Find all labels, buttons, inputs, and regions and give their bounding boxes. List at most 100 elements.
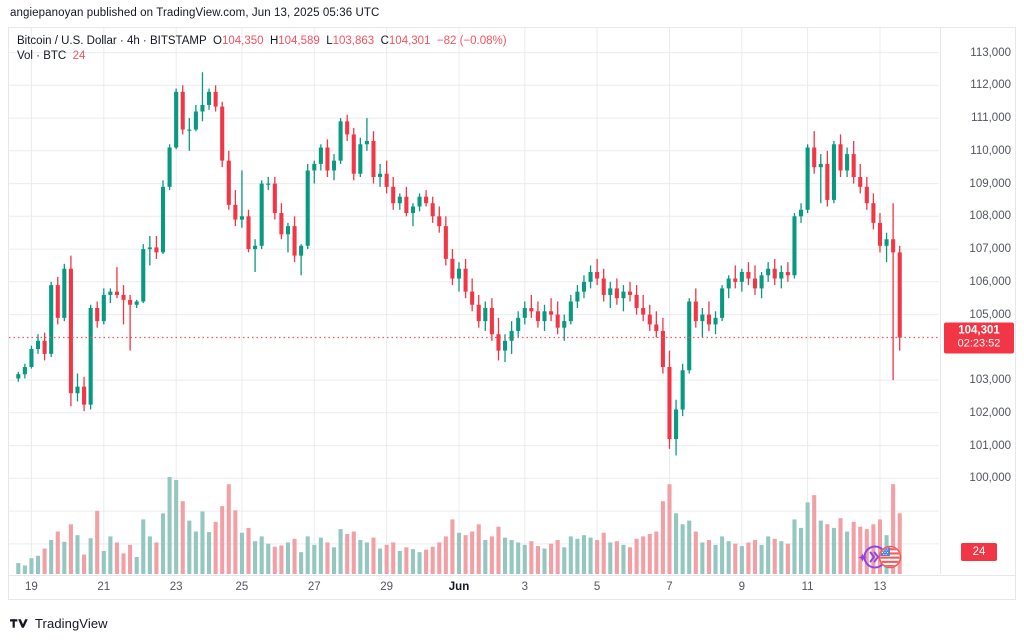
gridlines bbox=[9, 52, 939, 545]
candle-body bbox=[805, 147, 810, 210]
volume-bar bbox=[845, 531, 850, 574]
volume-bar bbox=[516, 542, 521, 574]
volume-bar bbox=[417, 552, 422, 574]
volume-bar bbox=[371, 537, 376, 574]
candle-body bbox=[706, 314, 711, 325]
time-tick-label: 27 bbox=[307, 581, 321, 593]
volume-bar bbox=[213, 521, 218, 574]
volume-bar bbox=[226, 484, 231, 574]
candle-body bbox=[174, 91, 179, 148]
volume-bars bbox=[16, 476, 902, 574]
volume-bar bbox=[601, 532, 606, 574]
volume-bar bbox=[364, 542, 369, 574]
candle-body bbox=[884, 239, 889, 246]
candle-body bbox=[114, 291, 119, 295]
candle-body bbox=[134, 301, 139, 305]
time-tick-label: 13 bbox=[873, 581, 887, 593]
volume-bar bbox=[266, 543, 271, 574]
volume-bar bbox=[726, 541, 731, 574]
volume-bar bbox=[430, 546, 435, 574]
candle-body bbox=[22, 366, 27, 375]
candle-body bbox=[312, 163, 317, 171]
candle-body bbox=[713, 317, 718, 325]
candle-body bbox=[443, 226, 448, 259]
candle-body bbox=[897, 252, 902, 338]
volume-bar bbox=[535, 546, 540, 574]
candle-body bbox=[266, 183, 271, 185]
chart-plot-area[interactable] bbox=[9, 28, 939, 574]
volume-bar bbox=[82, 554, 87, 574]
volume-bar bbox=[897, 513, 902, 574]
volume-bar bbox=[305, 536, 310, 574]
volume-bar bbox=[358, 540, 363, 574]
candle-body bbox=[351, 134, 356, 174]
time-tick-label: 9 bbox=[738, 581, 745, 593]
candle-body bbox=[364, 140, 369, 145]
candle-body bbox=[470, 291, 475, 305]
volume-bar bbox=[55, 531, 60, 574]
candle-body bbox=[253, 245, 258, 250]
candle-body bbox=[555, 314, 560, 328]
candle-body bbox=[424, 196, 429, 204]
candle-body bbox=[68, 268, 73, 394]
price-tick-label: 105,000 bbox=[969, 308, 1011, 321]
candle-body bbox=[476, 304, 481, 322]
candle-body bbox=[779, 272, 784, 279]
volume-bar bbox=[884, 535, 889, 574]
time-tick-label: 23 bbox=[169, 581, 183, 593]
candle-body bbox=[516, 317, 521, 331]
candle-body bbox=[207, 91, 212, 105]
bar-countdown: 02:23:52 bbox=[957, 337, 1001, 349]
volume-bar bbox=[812, 495, 817, 574]
volume-bar bbox=[108, 536, 113, 574]
volume-bar bbox=[207, 532, 212, 574]
volume-bar bbox=[114, 542, 119, 574]
candle-body bbox=[49, 285, 54, 354]
candle-body bbox=[575, 291, 580, 302]
candle-body bbox=[141, 249, 146, 302]
volume-bar bbox=[693, 531, 698, 574]
time-tick-label: Jun bbox=[448, 581, 470, 593]
candle-body bbox=[397, 196, 402, 204]
candle-body bbox=[542, 311, 547, 322]
time-tick-label: 21 bbox=[97, 581, 111, 593]
volume-bar bbox=[766, 536, 771, 574]
volume-bar bbox=[825, 524, 830, 574]
candle-body bbox=[799, 209, 804, 217]
volume-bar bbox=[549, 543, 554, 574]
candle-body bbox=[726, 278, 731, 289]
candle-body bbox=[430, 203, 435, 217]
volume-bar bbox=[529, 541, 534, 574]
volume-bar bbox=[233, 510, 238, 574]
volume-bar bbox=[16, 563, 21, 574]
candle-body bbox=[489, 308, 494, 335]
volume-bar bbox=[292, 538, 297, 574]
candle-body bbox=[654, 324, 659, 331]
candle-body bbox=[121, 294, 126, 300]
price-tick-label: 111,000 bbox=[971, 112, 1011, 125]
candle-body bbox=[864, 186, 869, 204]
candle-body bbox=[838, 144, 843, 171]
candle-body bbox=[101, 294, 106, 322]
candle-body bbox=[272, 183, 277, 214]
volume-bar bbox=[450, 519, 455, 574]
volume-bar bbox=[29, 558, 34, 574]
time-scale[interactable]: 19 21 23 25 27 29 Jun 3 5 7 9 11 13 bbox=[9, 575, 1015, 600]
candle-body bbox=[845, 154, 850, 171]
volume-bar bbox=[476, 524, 481, 574]
candle-body bbox=[667, 366, 672, 440]
candle-body bbox=[746, 272, 751, 279]
volume-bar bbox=[285, 542, 291, 574]
candle-body bbox=[720, 288, 725, 318]
volume-bar bbox=[187, 520, 192, 574]
volume-bar bbox=[239, 532, 244, 574]
candle-body bbox=[581, 281, 587, 292]
candle-body bbox=[233, 204, 238, 220]
volume-bar bbox=[483, 540, 488, 574]
volume-bar bbox=[167, 476, 172, 574]
candle-body bbox=[588, 272, 593, 282]
volume-bar bbox=[595, 540, 600, 574]
price-scale[interactable]: 113,000 112,000 111,000 110,000 109,000 108,0… bbox=[940, 28, 1017, 574]
candle-body bbox=[404, 196, 409, 214]
